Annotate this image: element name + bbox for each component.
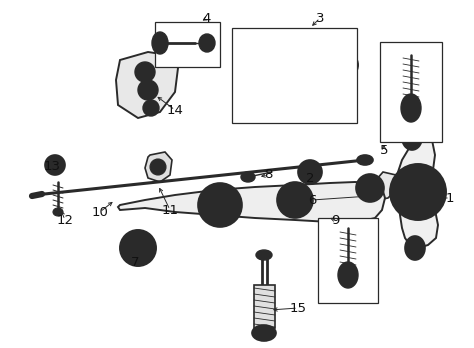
Bar <box>380 42 442 142</box>
Bar <box>318 218 378 303</box>
Ellipse shape <box>150 159 166 175</box>
Text: 4: 4 <box>203 11 211 24</box>
Ellipse shape <box>390 164 446 220</box>
Ellipse shape <box>401 94 421 122</box>
Text: 9: 9 <box>331 214 339 227</box>
Ellipse shape <box>286 191 304 209</box>
Ellipse shape <box>252 325 276 341</box>
Ellipse shape <box>134 244 142 252</box>
Polygon shape <box>145 152 172 182</box>
Polygon shape <box>116 52 178 118</box>
Text: 13: 13 <box>44 160 61 174</box>
Text: 8: 8 <box>264 168 272 182</box>
Bar <box>155 22 220 67</box>
Polygon shape <box>254 285 275 328</box>
Ellipse shape <box>129 239 147 257</box>
Ellipse shape <box>199 34 215 52</box>
Ellipse shape <box>135 62 155 82</box>
Ellipse shape <box>241 172 255 182</box>
Text: 6: 6 <box>308 193 316 206</box>
Text: 2: 2 <box>306 172 314 184</box>
Ellipse shape <box>405 236 425 260</box>
Polygon shape <box>374 172 396 200</box>
Ellipse shape <box>304 166 316 178</box>
Ellipse shape <box>298 160 322 184</box>
Ellipse shape <box>53 208 63 216</box>
Polygon shape <box>396 128 438 248</box>
Ellipse shape <box>363 181 377 195</box>
Ellipse shape <box>357 155 373 165</box>
Text: 1: 1 <box>446 191 454 205</box>
Ellipse shape <box>402 126 422 150</box>
Ellipse shape <box>339 59 351 71</box>
Ellipse shape <box>332 52 358 78</box>
Ellipse shape <box>343 269 353 281</box>
Bar <box>232 28 357 123</box>
Ellipse shape <box>120 230 156 266</box>
Ellipse shape <box>277 182 313 218</box>
Ellipse shape <box>152 32 168 54</box>
Text: 15: 15 <box>290 301 307 315</box>
Text: 10: 10 <box>91 206 109 219</box>
Ellipse shape <box>338 262 358 288</box>
Ellipse shape <box>259 329 269 337</box>
Ellipse shape <box>138 80 158 100</box>
Ellipse shape <box>45 155 65 175</box>
Text: 12: 12 <box>56 214 73 227</box>
Text: 3: 3 <box>316 11 324 24</box>
Ellipse shape <box>356 174 384 202</box>
Polygon shape <box>118 182 385 222</box>
Ellipse shape <box>143 100 159 116</box>
Ellipse shape <box>243 68 257 82</box>
Text: 11: 11 <box>162 204 179 216</box>
Ellipse shape <box>256 250 272 260</box>
Ellipse shape <box>198 183 242 227</box>
Text: 7: 7 <box>131 255 139 269</box>
Ellipse shape <box>403 177 433 207</box>
Ellipse shape <box>209 194 231 216</box>
Polygon shape <box>250 57 348 78</box>
Ellipse shape <box>406 102 416 114</box>
Text: 5: 5 <box>380 143 388 157</box>
Ellipse shape <box>50 160 60 170</box>
Text: 14: 14 <box>166 103 183 117</box>
Ellipse shape <box>236 61 264 89</box>
